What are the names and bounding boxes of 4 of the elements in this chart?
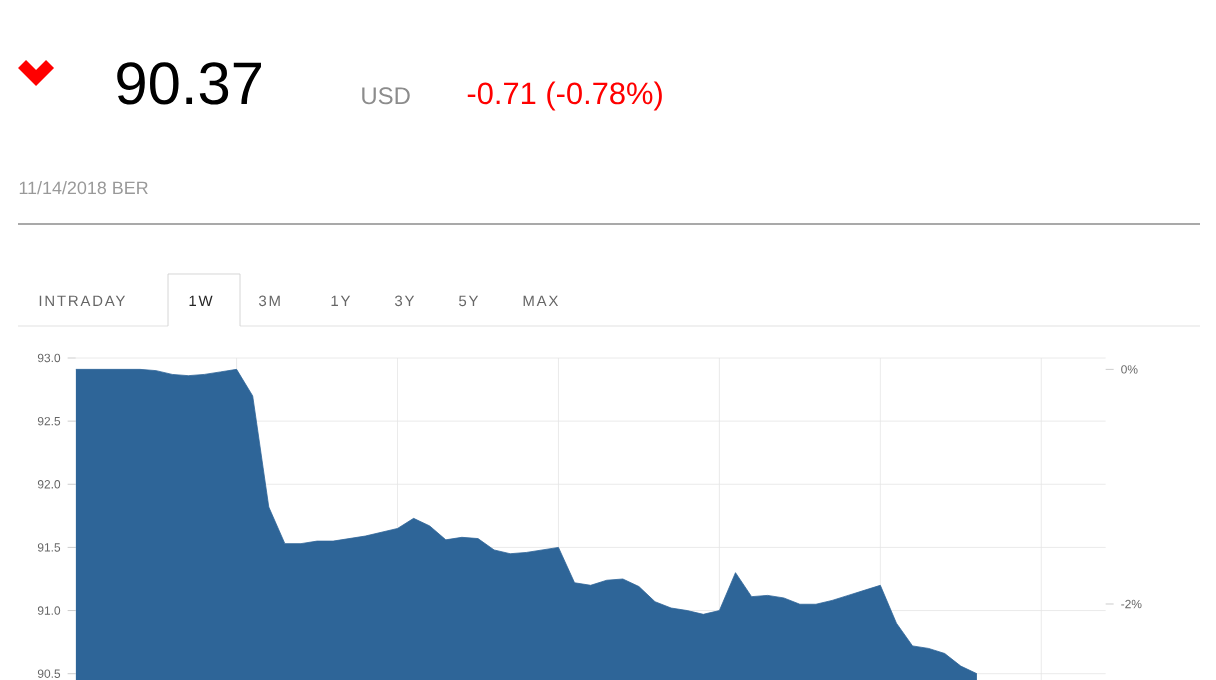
text: USD bbox=[362, 87, 410, 105]
chart-subtitle: 11/14/2018 BER bbox=[19, 180, 148, 195]
chart-title: 90.37 bbox=[117, 62, 261, 105]
text: -0.71 (-0.78%) bbox=[467, 81, 662, 111]
